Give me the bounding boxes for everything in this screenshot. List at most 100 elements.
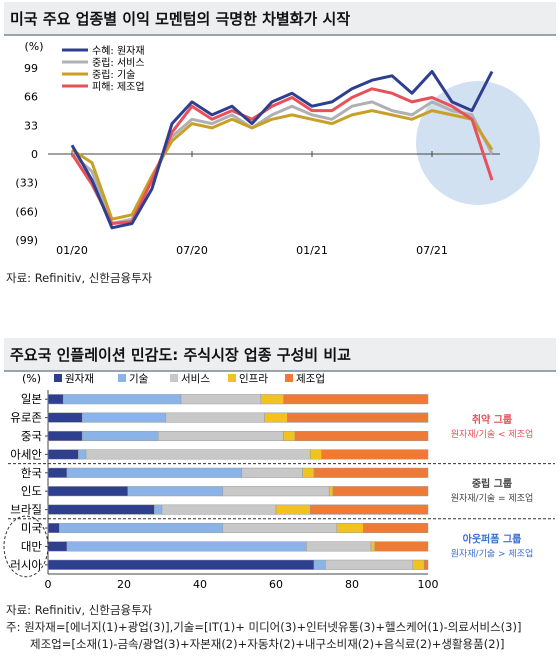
group-subtitle: 원자재/기술 < 제조업 <box>451 429 534 440</box>
legend-label: 중립: 서비스 <box>92 56 145 69</box>
y-tick-label: 0 <box>31 148 38 161</box>
category-label: 유로존 <box>10 411 42 425</box>
category-label: 인도 <box>21 484 42 498</box>
bar-segment <box>309 449 322 460</box>
series-line <box>70 87 494 225</box>
bar-segment <box>66 541 307 552</box>
bar-segment <box>127 486 224 497</box>
category-label: 한국 <box>21 466 42 480</box>
bar-segment <box>374 541 429 552</box>
legend-label: 제조업 <box>296 372 325 385</box>
x-tick-label: 0 <box>45 578 52 591</box>
bar-segment <box>294 430 429 442</box>
bar-segment <box>165 412 265 423</box>
legend-label: 기술 <box>129 373 149 385</box>
series-line <box>71 109 494 221</box>
bar-segment <box>47 449 79 460</box>
bar-segment <box>260 394 284 405</box>
chart1-source: 자료: Refinitiv, 신한금융투자 <box>6 271 153 285</box>
bar-segment <box>423 559 429 570</box>
x-tick-label: 07/21 <box>416 244 448 257</box>
group-subtitle: 원자재/기술 > 제조업 <box>451 548 534 559</box>
bar-segment <box>309 504 429 515</box>
x-tick-label: 20 <box>117 578 131 591</box>
legend-swatch <box>285 374 293 382</box>
bar-segment <box>370 541 376 552</box>
bar-segment <box>241 467 303 478</box>
chart2-source: 자료: Refinitiv, 신한금융투자 <box>6 603 153 617</box>
bar-segment <box>313 467 429 478</box>
bar-segment <box>275 504 311 515</box>
bar-segment <box>81 412 167 423</box>
bar-segment <box>161 504 277 515</box>
bar-segment <box>283 394 429 405</box>
legend-label: 인프라 <box>239 373 268 385</box>
group-title: 중립 그룹 <box>472 477 512 490</box>
bar-segment <box>264 412 288 423</box>
bar-segment <box>59 522 224 534</box>
bar-segment <box>222 522 338 534</box>
x-tick-label: 80 <box>345 578 359 591</box>
bar-segment <box>180 394 262 405</box>
category-label: 러시아 <box>10 558 42 572</box>
group-title: 아웃퍼폼 그룹 <box>463 532 522 545</box>
y-tick-label: (33) <box>15 177 38 190</box>
x-tick-label: 100 <box>418 578 439 591</box>
group-title: 취약 그룹 <box>472 413 512 426</box>
x-tick-label: 01/20 <box>56 244 88 257</box>
bar-segment <box>328 486 334 497</box>
x-tick-label: 01/21 <box>296 244 328 257</box>
y-tick-label: (66) <box>15 205 38 218</box>
stacked-bar-chart: (%) 원자재 기술 서비스 인프라 제조업 0 20 40 60 80 100 일본유로존중국아… <box>3 372 555 591</box>
chart2-note-line2: 제조업=[소재(1)-금속/광업(3)+자본재(2)+자동차(2)+내구소비재(… <box>30 637 505 651</box>
x-tick-label: 60 <box>269 578 283 591</box>
bar-segment <box>47 504 155 515</box>
y-tick-label: 33 <box>24 119 38 132</box>
y-tick-label: 99 <box>24 62 38 75</box>
bar-segment <box>47 430 83 442</box>
legend-label: 수혜: 원자재 <box>92 45 145 57</box>
bar-segment <box>306 541 372 552</box>
category-label: 대만 <box>21 539 43 553</box>
bar-segment <box>321 449 429 460</box>
chart2-title: 주요국 인플레이션 민감도: 주식시장 업종 구성비 비교 <box>4 338 556 372</box>
category-label: 아세안 <box>10 447 42 461</box>
bar-segment <box>47 394 64 405</box>
highlight-ellipse <box>3 515 49 578</box>
bar-segment <box>287 412 429 423</box>
bar-segment <box>47 541 68 552</box>
x-tick-label: 40 <box>193 578 207 591</box>
legend-swatch <box>228 374 236 382</box>
x-tick-label: 07/20 <box>176 244 208 257</box>
bar-segment <box>62 394 182 405</box>
bar-segment <box>47 412 83 423</box>
bar-segment <box>363 522 429 534</box>
category-label: 미국 <box>21 521 42 535</box>
highlight-circle <box>416 81 540 205</box>
y-axis-unit: (%) <box>22 372 41 385</box>
y-tick-label: (99) <box>15 234 38 247</box>
bar-segment <box>302 467 315 478</box>
bar-segment <box>47 522 60 534</box>
bar-segment <box>78 449 87 460</box>
line-chart: (%) 99 66 33 0 (33) (66) (99) 01/20 07/20 01/21 07… <box>15 40 540 257</box>
bar-segment <box>412 559 425 570</box>
legend-label: 원자재 <box>65 373 94 385</box>
bar-segment <box>66 467 243 478</box>
legend-label: 피해: 제조업 <box>92 80 145 93</box>
bar-segment <box>47 559 315 570</box>
bar-segment <box>47 467 68 478</box>
series-line <box>70 70 494 230</box>
group-subtitle: 원자재/기술 = 제조업 <box>451 493 534 504</box>
bar-segment <box>283 430 296 442</box>
bar-segment <box>222 486 330 497</box>
legend-swatch <box>170 374 178 382</box>
bar-segment <box>332 486 429 497</box>
y-tick-label: 66 <box>24 91 38 104</box>
category-label: 일본 <box>21 392 42 406</box>
y-axis-unit: (%) <box>24 40 43 53</box>
bar-segment <box>313 559 326 570</box>
legend-label: 중립: 기술 <box>92 68 135 81</box>
category-label: 중국 <box>21 429 42 443</box>
legend-swatch <box>54 374 62 382</box>
